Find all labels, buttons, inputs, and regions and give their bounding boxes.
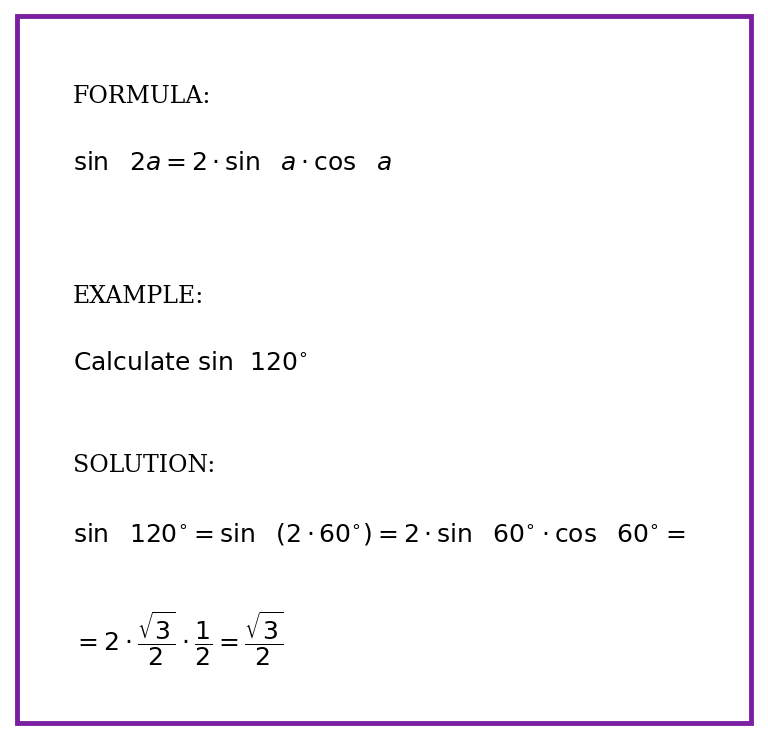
Text: $\sin\ \ 2a = 2 \cdot \sin\ \ a \cdot \cos\ \ a$: $\sin\ \ 2a = 2 \cdot \sin\ \ a \cdot \c… (73, 151, 392, 175)
Text: FORMULA:: FORMULA: (73, 85, 211, 108)
Text: $\sin\ \ 120^{\circ} = \sin\ \ (2 \cdot 60^{\circ}) = 2 \cdot \sin\ \ 60^{\circ}: $\sin\ \ 120^{\circ} = \sin\ \ (2 \cdot … (73, 521, 685, 547)
Text: EXAMPLE:: EXAMPLE: (73, 285, 204, 307)
Text: $\mathrm{Calculate\ sin\ \ 120^{\circ}}$: $\mathrm{Calculate\ sin\ \ 120^{\circ}}$ (73, 351, 308, 375)
Text: SOLUTION:: SOLUTION: (73, 454, 215, 477)
Text: $= 2 \cdot \dfrac{\sqrt{3}}{2} \cdot \dfrac{1}{2} = \dfrac{\sqrt{3}}{2}$: $= 2 \cdot \dfrac{\sqrt{3}}{2} \cdot \df… (73, 610, 283, 668)
